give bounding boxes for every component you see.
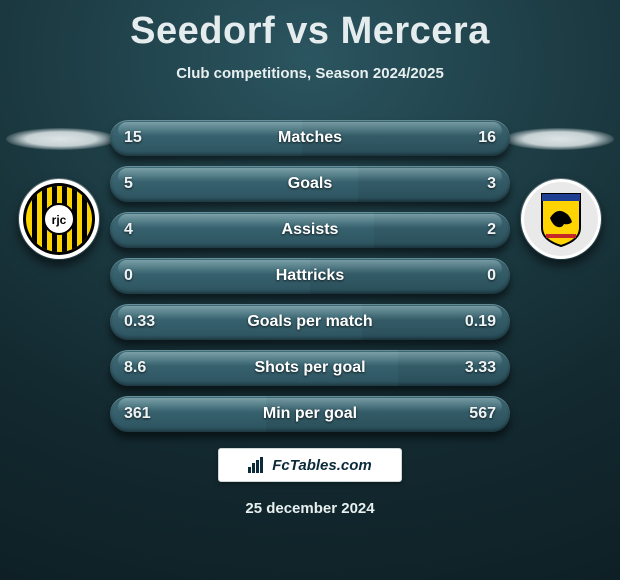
title-player2: Mercera — [341, 10, 490, 52]
stat-value-left: 8.6 — [110, 359, 180, 377]
stat-label: Assists — [180, 221, 440, 239]
stat-label: Goals per match — [180, 313, 440, 331]
page-title: Seedorf vs Mercera — [0, 0, 620, 53]
stat-row: 15Matches16 — [110, 120, 510, 156]
stat-rows: 15Matches16 5Goals3 4Assists2 0Hattricks0 0.… — [110, 120, 510, 442]
roda-logo-icon: rjc — [18, 178, 100, 260]
stat-value-right: 0 — [440, 267, 510, 285]
stat-label: Matches — [180, 129, 440, 147]
stat-row: 0.33Goals per match0.19 — [110, 304, 510, 340]
stat-row: 4Assists2 — [110, 212, 510, 248]
date-text: 25 december 2024 — [0, 500, 620, 517]
stat-value-left: 4 — [110, 221, 180, 239]
stat-value-right: 3 — [440, 175, 510, 193]
stat-label: Shots per goal — [180, 359, 440, 377]
title-vs: vs — [286, 10, 329, 52]
stat-value-left: 361 — [110, 405, 180, 423]
stat-value-right: 16 — [440, 129, 510, 147]
stage: Seedorf vs Mercera Club competitions, Se… — [0, 0, 620, 580]
stat-value-right: 567 — [440, 405, 510, 423]
subtitle: Club competitions, Season 2024/2025 — [0, 65, 620, 82]
stat-value-right: 0.19 — [440, 313, 510, 331]
bars-icon — [248, 457, 266, 473]
stat-value-right: 3.33 — [440, 359, 510, 377]
brand-badge: FcTables.com — [218, 448, 402, 482]
logo-shadow-left — [6, 128, 116, 150]
title-player1: Seedorf — [130, 10, 275, 52]
stat-row: 0Hattricks0 — [110, 258, 510, 294]
team-logo-right — [520, 178, 602, 260]
team-logo-left: rjc — [18, 178, 100, 260]
stat-value-left: 0.33 — [110, 313, 180, 331]
stat-value-left: 15 — [110, 129, 180, 147]
logo-shadow-right — [504, 128, 614, 150]
svg-text:rjc: rjc — [52, 213, 67, 227]
stat-label: Min per goal — [180, 405, 440, 423]
stat-row: 8.6Shots per goal3.33 — [110, 350, 510, 386]
brand-text: FcTables.com — [272, 457, 371, 474]
stat-value-left: 5 — [110, 175, 180, 193]
cambuur-logo-icon — [520, 178, 602, 260]
stat-value-left: 0 — [110, 267, 180, 285]
stat-row: 5Goals3 — [110, 166, 510, 202]
stat-value-right: 2 — [440, 221, 510, 239]
stat-label: Hattricks — [180, 267, 440, 285]
stat-label: Goals — [180, 175, 440, 193]
stat-row: 361Min per goal567 — [110, 396, 510, 432]
